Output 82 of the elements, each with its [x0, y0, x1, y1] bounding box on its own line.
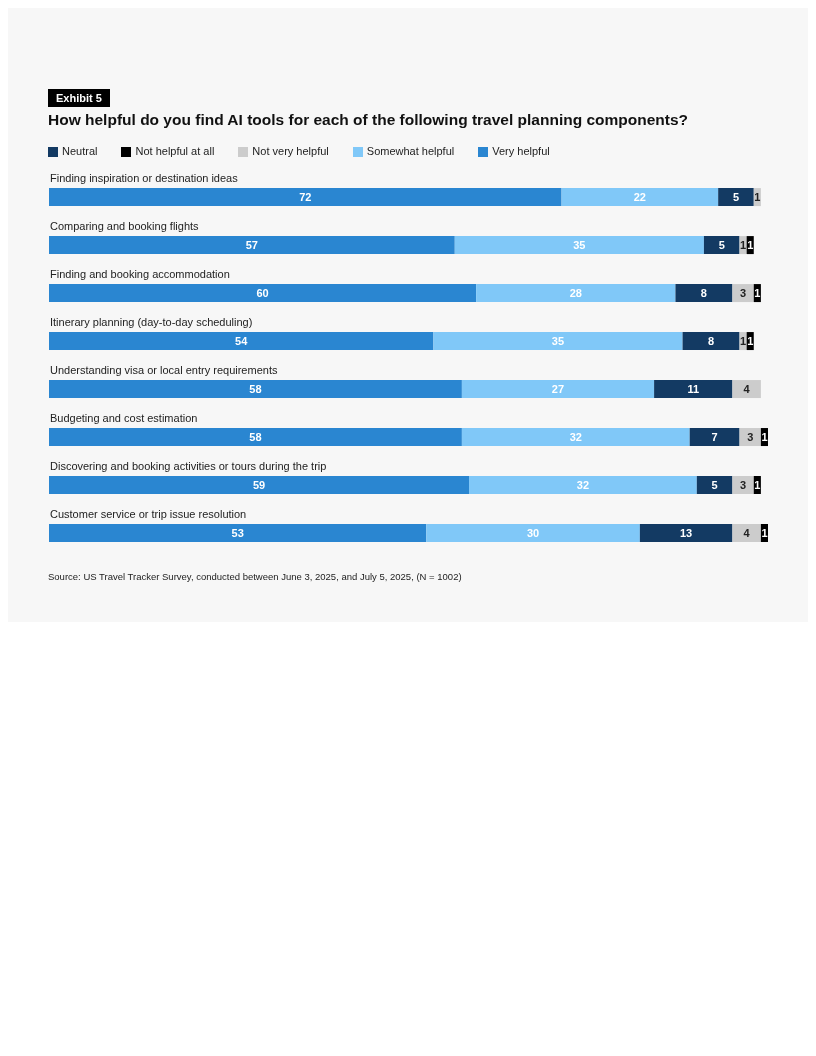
data-label: 57: [245, 239, 259, 252]
bar: [49, 332, 434, 351]
bar: [49, 476, 470, 495]
y-tick-label: Comparing and booking flights: [50, 220, 200, 233]
data-label: 72: [299, 191, 312, 204]
data-label: 1: [754, 191, 761, 204]
data-label: 58: [249, 383, 262, 396]
y-tick-label: Understanding visa or local entry requirements: [50, 364, 278, 377]
bar: [732, 380, 761, 399]
bar: [49, 284, 477, 303]
bar: [732, 284, 754, 303]
bar: [718, 188, 754, 207]
data-label: 54: [235, 335, 249, 348]
data-label: 3: [740, 287, 747, 300]
data-label: 1: [747, 335, 754, 348]
data-label: 32: [576, 479, 590, 492]
legend-label: Somewhat helpful: [366, 145, 455, 157]
data-label: 35: [573, 239, 586, 252]
text: Exhibit 5: [48, 89, 110, 107]
bar: [675, 284, 733, 303]
bar: [469, 476, 697, 495]
data-label: 11: [687, 383, 700, 396]
y-tick-label: Finding and booking accommodation: [50, 268, 230, 281]
data-label: 1: [754, 479, 761, 492]
bar: [433, 332, 683, 351]
data-label: 22: [633, 191, 646, 204]
legend-label: Neutral: [62, 145, 98, 157]
bar: [654, 380, 733, 399]
data-label: 1: [740, 335, 747, 348]
data-label: 3: [740, 479, 747, 492]
bar: [476, 284, 676, 303]
bar: [703, 236, 740, 255]
bar: [732, 476, 754, 495]
bar: [696, 476, 733, 495]
bar: [689, 428, 740, 447]
bar: [426, 524, 640, 543]
data-label: 1: [740, 239, 747, 252]
data-label: 4: [743, 527, 751, 540]
data-label: 8: [700, 287, 707, 300]
data-label: 27: [551, 383, 565, 396]
bar: [732, 524, 761, 543]
y-tick-label: Budgeting and cost estimation: [50, 412, 198, 425]
bar: [49, 236, 455, 255]
data-label: 8: [707, 335, 715, 348]
data-label: 5: [718, 239, 725, 252]
bar: [561, 188, 719, 207]
bar: [461, 428, 690, 447]
chart-title: How helpful do you find AI tools for each of the following travel planning components?: [48, 111, 690, 129]
data-label: 1: [747, 239, 754, 252]
data-label: 28: [569, 287, 582, 300]
data-label: 59: [252, 479, 266, 492]
bar: [454, 236, 704, 255]
data-label: 32: [569, 431, 582, 444]
data-label: 5: [732, 191, 740, 204]
source-note: Source: US Travel Tracker Survey, conducted between June 3, 2025, and July 5, 2025, (N = 1002): [48, 571, 463, 582]
legend-label: Not helpful at all: [135, 145, 215, 157]
bar: [49, 524, 427, 543]
bar: [461, 380, 655, 399]
data-label: 4: [743, 383, 751, 396]
legend-label: Very helpful: [492, 145, 550, 157]
y-tick-label: Finding inspiration or destination ideas: [50, 172, 239, 185]
legend-label: Not very helpful: [252, 145, 329, 157]
data-label: 1: [761, 431, 768, 444]
bar: [49, 188, 562, 207]
data-label: 1: [761, 527, 768, 540]
bar: [639, 524, 733, 543]
bar: [682, 332, 740, 351]
y-tick-label: Itinerary planning (day-to-day scheduling): [50, 316, 253, 329]
data-label: 1: [754, 287, 761, 300]
data-label: 7: [711, 431, 718, 444]
data-label: 3: [747, 431, 754, 444]
data-label: 60: [256, 287, 269, 300]
data-label: 13: [680, 527, 693, 540]
bar: [49, 428, 462, 447]
data-label: 5: [711, 479, 718, 492]
bar: [49, 380, 462, 399]
y-tick-label: Customer service or trip issue resolution: [50, 508, 247, 521]
data-label: 30: [526, 527, 540, 540]
y-tick-label: Discovering and booking activities or tours during the trip: [50, 460, 327, 473]
data-label: 53: [231, 527, 244, 540]
data-label: 35: [551, 335, 565, 348]
data-label: 58: [249, 431, 262, 444]
